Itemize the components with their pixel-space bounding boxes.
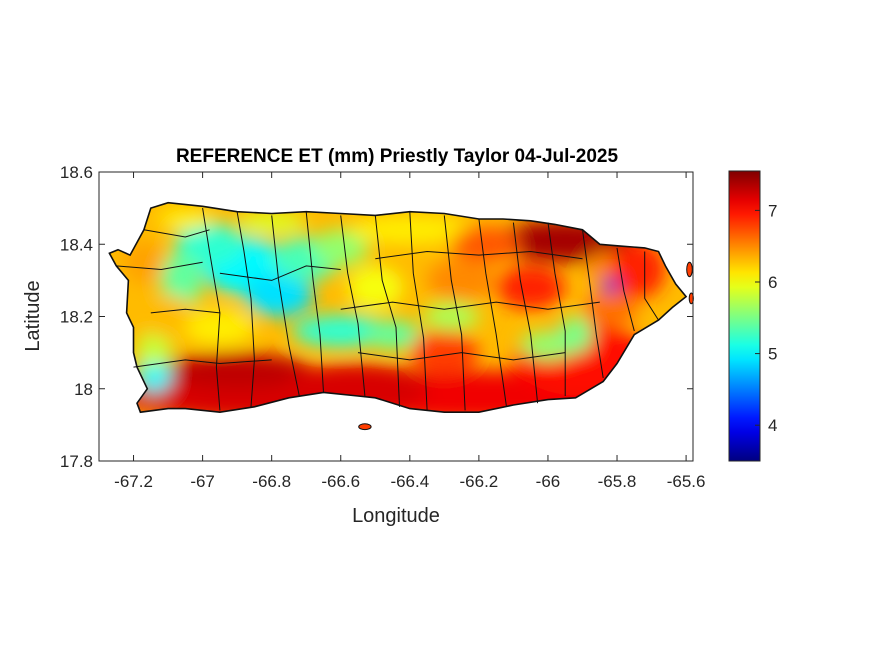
x-tick-label: -66.6 <box>321 472 360 491</box>
colorbar-ticks: 4 5 6 7 <box>755 201 777 435</box>
municipality-line <box>271 215 300 397</box>
plot-area: -67.2 -67 -66.8 -66.6 -66.4 -66.2 -66 -65.8 -65.… <box>60 163 706 491</box>
x-tick-label: -66.8 <box>252 472 291 491</box>
heat-blob <box>347 215 472 245</box>
municipality-line <box>375 250 583 260</box>
heat-blob <box>558 316 593 353</box>
heat-blob <box>427 258 497 303</box>
x-tick-label: -65.6 <box>667 472 706 491</box>
heat-blob <box>137 330 172 368</box>
municipality-line <box>357 352 566 361</box>
municipality-line <box>616 247 635 332</box>
small-islands <box>358 261 694 431</box>
municipality-line <box>582 229 604 378</box>
x-tick-label: -66.4 <box>390 472 429 491</box>
municipality-line <box>644 251 659 321</box>
colorbar-tick-label: 7 <box>768 201 777 220</box>
heat-blob <box>244 273 314 317</box>
y-tick-label: 18.6 <box>60 163 93 182</box>
y-tick-label: 18 <box>74 380 93 399</box>
heat-blob <box>161 251 203 310</box>
x-tick-label: -67.2 <box>114 472 153 491</box>
x-tick-label: -65.8 <box>598 472 637 491</box>
heat-blob <box>292 314 390 348</box>
chart-title: REFERENCE ET (mm) Priestly Taylor 04-Jul… <box>176 146 618 167</box>
islet <box>686 261 693 278</box>
municipality-line <box>219 265 341 281</box>
municipality-line <box>202 208 221 411</box>
heat-blob <box>610 240 666 299</box>
heat-blob <box>582 291 638 328</box>
municipality-line <box>116 261 203 271</box>
heat-blob <box>140 294 196 339</box>
heat-blob <box>451 226 521 263</box>
x-axis-ticks: -67.2 -67 -66.8 -66.6 -66.4 -66.2 -66 -65.8 -65.… <box>114 172 705 491</box>
municipality-line <box>305 211 324 393</box>
y-tick-label: 18.2 <box>60 308 93 327</box>
heat-blob <box>409 330 479 375</box>
municipality-line <box>340 301 600 310</box>
heat-blob <box>185 309 255 346</box>
y-axis-label: Latitude <box>22 280 44 351</box>
heat-blob <box>347 265 403 310</box>
x-tick-label: -66 <box>536 472 561 491</box>
colorbar-tick-label: 6 <box>768 273 777 292</box>
x-tick-label: -66.2 <box>460 472 499 491</box>
municipality-line <box>374 215 400 407</box>
y-axis-ticks: 17.8 18 18.2 18.4 18.6 <box>60 163 693 471</box>
municipality-line <box>133 359 272 368</box>
y-tick-label: 17.8 <box>60 452 93 471</box>
municipality-line <box>236 211 255 407</box>
heat-blob <box>237 211 307 234</box>
colorbar-gradient <box>728 170 761 462</box>
y-tick-label: 18.4 <box>60 235 93 254</box>
colorbar-tick-label: 4 <box>768 416 777 435</box>
municipality-line <box>512 222 539 404</box>
municipality-line <box>340 215 366 397</box>
heat-blob <box>123 240 165 284</box>
heat-blob <box>313 229 369 266</box>
x-axis-label: Longitude <box>352 505 440 527</box>
heat-blob <box>157 208 213 230</box>
islet <box>358 423 372 431</box>
municipality-line <box>478 218 507 407</box>
municipality-line <box>150 308 220 314</box>
municipality-boundaries <box>116 208 659 411</box>
colorbar: 4 5 6 7 <box>728 170 777 462</box>
heat-blob <box>496 265 566 310</box>
heat-blob <box>175 222 244 266</box>
municipality-line <box>143 229 210 238</box>
heat-blob <box>364 320 421 349</box>
x-tick-label: -67 <box>190 472 215 491</box>
colorbar-tick-label: 5 <box>768 345 777 364</box>
municipality-line <box>547 222 566 396</box>
heat-blob <box>423 302 479 331</box>
